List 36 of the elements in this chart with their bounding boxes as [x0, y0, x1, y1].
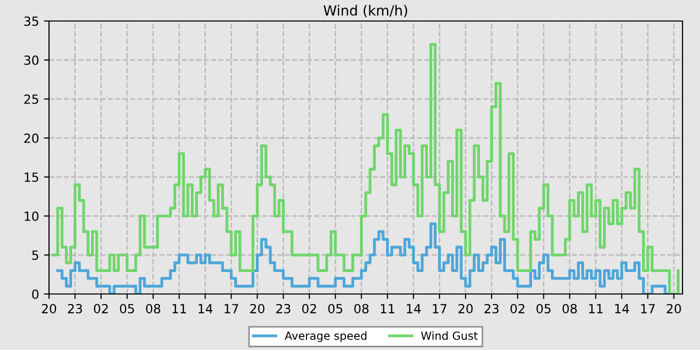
x-tick-label: 14: [615, 304, 630, 314]
x-tick-label: 20: [250, 304, 264, 314]
x-tick-label: 23: [484, 304, 499, 314]
x-tick-label: 08: [146, 304, 160, 314]
x-tick-label: 17: [432, 304, 446, 314]
x-tick-label: 11: [380, 304, 394, 314]
y-tick-label: 20: [24, 133, 38, 143]
x-tick-label: 11: [589, 304, 603, 314]
x-tick-label: 20: [458, 304, 473, 314]
y-tick-label: 0: [32, 289, 38, 299]
x-tick-label: 02: [302, 304, 316, 314]
x-tick-label: 05: [328, 304, 342, 314]
x-tick-label: 23: [68, 304, 82, 314]
x-tick-label: 14: [406, 304, 421, 314]
x-tick-label: 17: [224, 304, 238, 314]
y-tick-label: 5: [32, 250, 38, 260]
x-tick-label: 02: [510, 304, 524, 314]
x-tick-label: 05: [120, 304, 134, 314]
x-tick-label: 20: [666, 304, 681, 314]
x-tick-label: 11: [172, 304, 186, 314]
y-tick-label: 15: [24, 172, 38, 182]
x-tick-label: 02: [94, 304, 108, 314]
x-tick-label: 08: [562, 304, 577, 314]
x-tick-label: 17: [641, 304, 655, 314]
x-tick-label: 14: [198, 304, 212, 314]
x-tick-label: 20: [42, 304, 56, 314]
y-tick-label: 25: [24, 94, 38, 104]
legend-label: Wind Gust: [421, 331, 478, 340]
y-tick-label: 30: [24, 55, 38, 65]
x-tick-label: 05: [536, 304, 551, 314]
x-tick-label: 23: [276, 304, 290, 314]
legend-label: Average speed: [284, 331, 366, 342]
x-tick-label: 08: [354, 304, 369, 314]
y-tick-label: 10: [24, 211, 38, 221]
y-tick-label: 35: [24, 16, 38, 26]
chart-title: Wind (km/h): [324, 4, 408, 18]
